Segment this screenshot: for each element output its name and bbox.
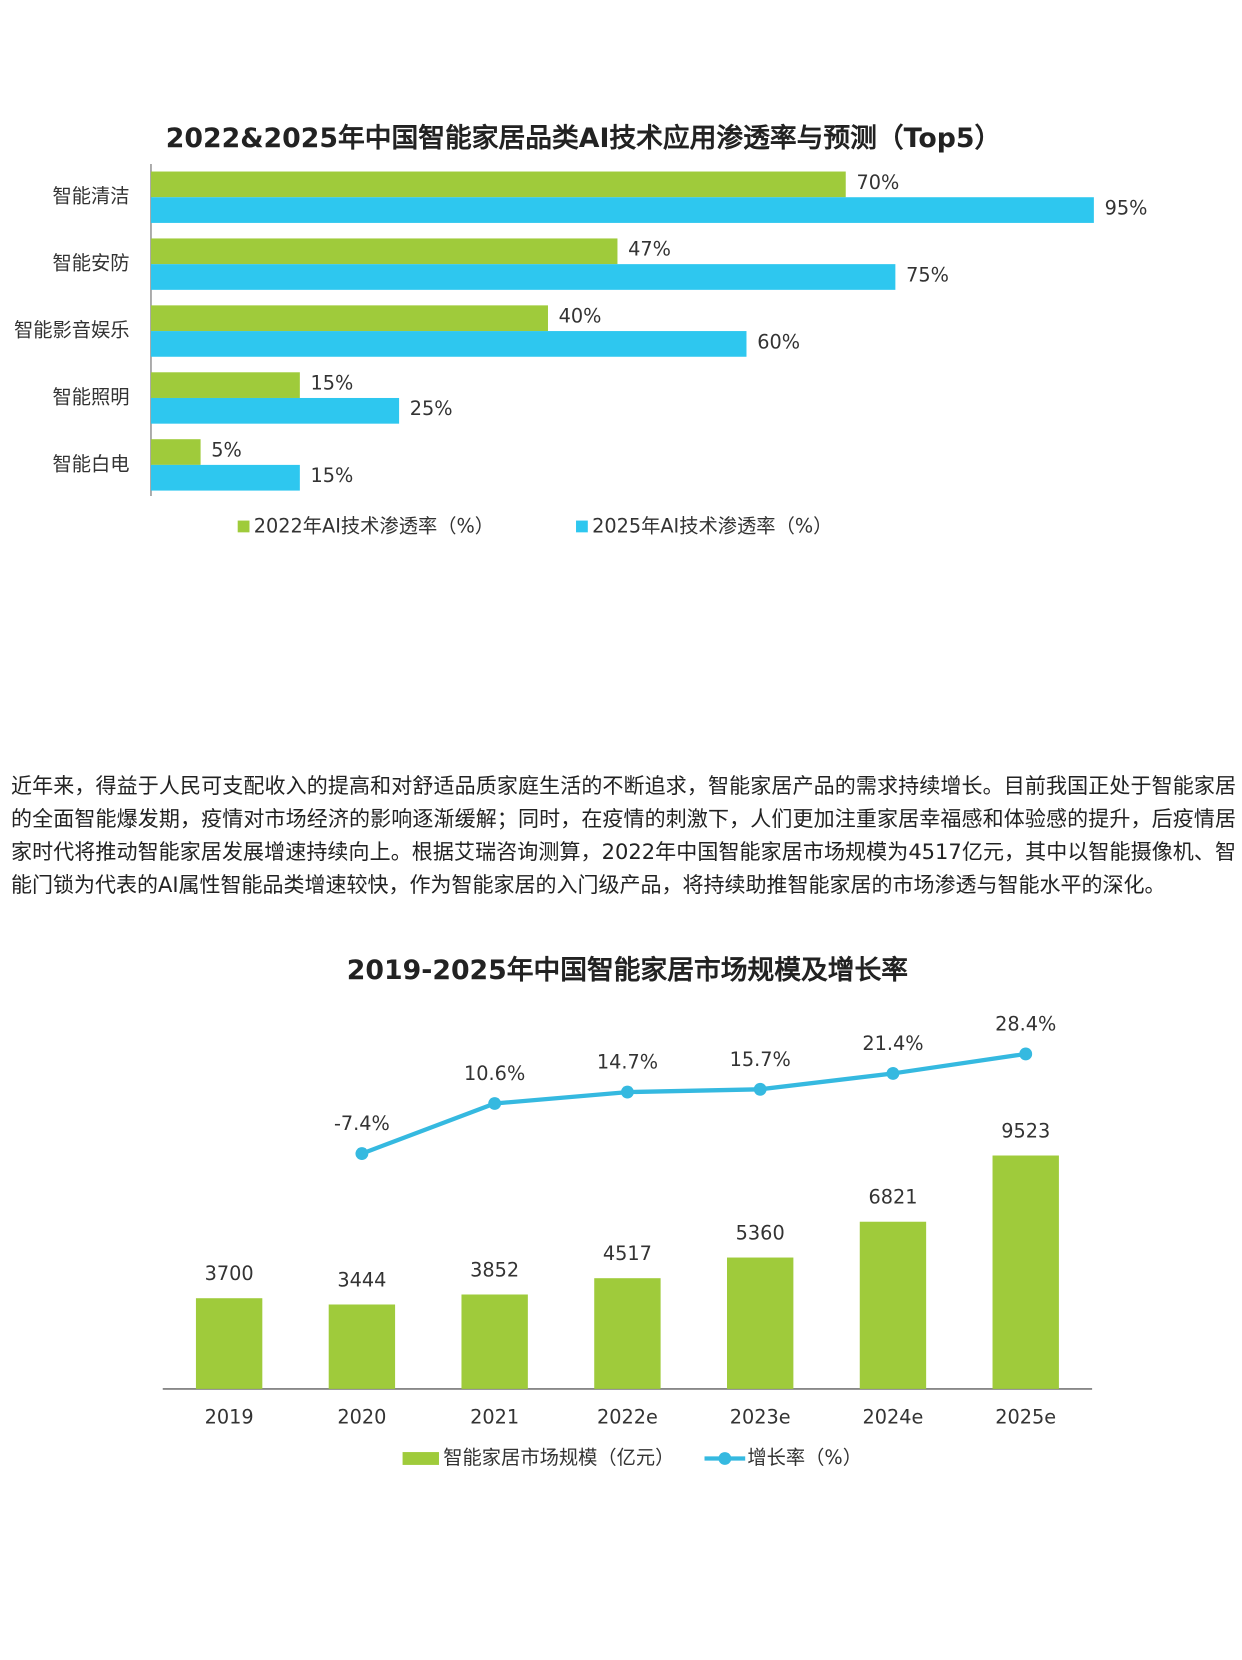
bar: [150, 372, 300, 398]
point: [621, 1085, 634, 1099]
chart-title: 2022&2025年中国智能家居品类AI技术应用渗透率与预测（Top5）: [166, 122, 1001, 154]
value-label: 21.4%: [862, 1032, 923, 1055]
bar: [150, 439, 201, 465]
bar: [150, 305, 548, 332]
category-label: 智能影音娱乐: [14, 319, 130, 342]
paragraph: 近年来，得益于人民可支配收入的提高和对舒适品质家庭生活的不断追求，智能家居产品的…: [11, 774, 1236, 897]
bar: [726, 1257, 794, 1389]
point: [886, 1067, 900, 1080]
x-tick-label: 2019: [205, 1405, 254, 1428]
value-label: 3700: [205, 1262, 254, 1285]
category-label: 智能白电: [52, 452, 129, 475]
bar: [859, 1221, 927, 1389]
value-label: 14.7%: [597, 1051, 658, 1074]
bar: [150, 331, 747, 357]
value-label: 9523: [1001, 1119, 1050, 1142]
legend-label: 2022年AI技术渗透率（%）: [254, 514, 494, 537]
x-tick-label: 2023e: [730, 1405, 791, 1428]
bar: [150, 238, 618, 265]
category-label: 智能照明: [52, 385, 129, 408]
bar: [594, 1278, 661, 1389]
x-tick-label: 2021: [470, 1405, 519, 1428]
value-label: 3852: [470, 1258, 519, 1281]
value-label: -7.4%: [334, 1112, 390, 1135]
category-label: 智能清洁: [52, 185, 129, 208]
bar: [328, 1304, 396, 1389]
x-tick-label: 2022e: [597, 1405, 658, 1428]
legend-label: 智能家居市场规模（亿元）: [443, 1446, 674, 1469]
value-label: 25%: [410, 397, 453, 420]
category-label: 智能安防: [52, 252, 129, 275]
legend-swatch: [402, 1452, 439, 1465]
value-label: 95%: [1105, 196, 1148, 219]
x-tick-label: 2020: [337, 1405, 386, 1428]
value-label: 5360: [736, 1221, 785, 1244]
bar: [150, 171, 846, 198]
value-label: 40%: [559, 305, 602, 328]
bar: [992, 1155, 1059, 1389]
bar: [461, 1294, 528, 1389]
point: [355, 1147, 369, 1161]
value-label: 4517: [603, 1242, 652, 1265]
bar: [150, 264, 896, 290]
value-label: 15.7%: [730, 1048, 791, 1071]
point: [753, 1082, 767, 1096]
point: [488, 1097, 502, 1110]
bar: [150, 464, 300, 491]
value-label: 5%: [211, 438, 242, 461]
legend-swatch: [576, 520, 588, 533]
chart-title: 2019-2025年中国智能家居市场规模及增长率: [347, 954, 908, 986]
bar: [150, 397, 400, 424]
value-label: 47%: [628, 238, 671, 261]
bar: [150, 197, 1094, 223]
value-label: 6821: [868, 1186, 917, 1209]
x-tick-label: 2025e: [995, 1405, 1056, 1428]
legend-swatch: [237, 520, 250, 533]
value-label: 3444: [337, 1268, 386, 1291]
legend-label: 2025年AI技术渗透率（%）: [592, 514, 832, 537]
legend-label: 增长率（%）: [747, 1446, 862, 1469]
value-label: 70%: [856, 171, 899, 194]
bar: [195, 1298, 263, 1389]
legend-swatch: [718, 1452, 732, 1465]
value-label: 28.4%: [995, 1013, 1056, 1036]
value-label: 60%: [757, 330, 800, 353]
line: [361, 1051, 1027, 1156]
x-tick-label: 2024e: [863, 1405, 924, 1428]
value-label: 75%: [906, 263, 949, 286]
value-label: 15%: [311, 372, 354, 395]
point: [1019, 1047, 1033, 1061]
value-label: 15%: [311, 464, 354, 487]
value-label: 10.6%: [464, 1062, 525, 1085]
